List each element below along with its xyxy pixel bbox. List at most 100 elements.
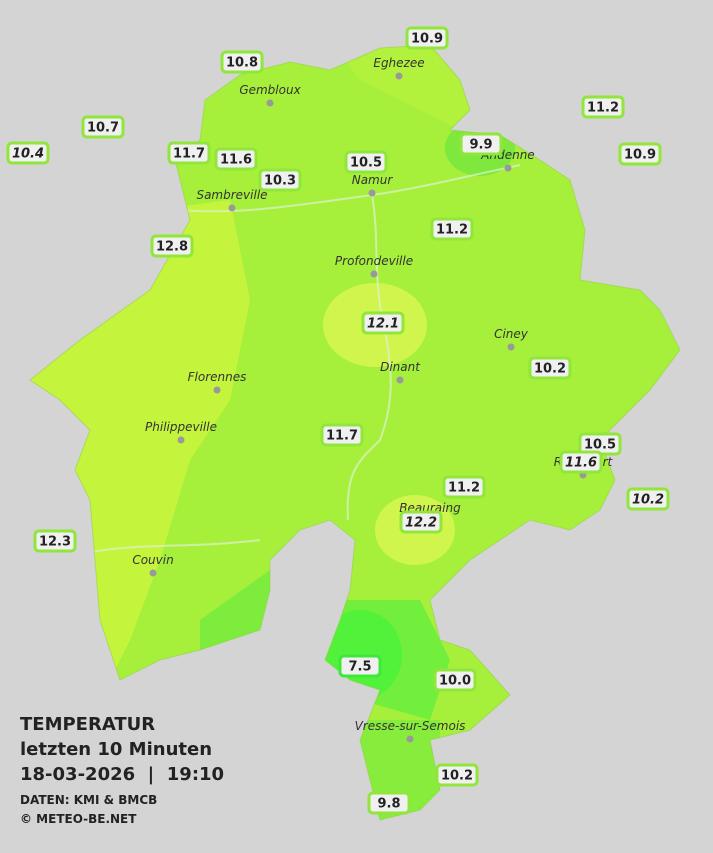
- station: 12.3: [33, 529, 77, 553]
- place-dot: [406, 735, 414, 743]
- station: 10.5: [578, 432, 622, 456]
- station: 11.2: [442, 475, 486, 499]
- station: 10.9: [405, 26, 449, 50]
- period: letzten 10 Minuten: [20, 739, 212, 760]
- place-name: Profondeville: [335, 254, 413, 268]
- station: 12.8: [150, 234, 194, 258]
- station: 10.2: [528, 356, 572, 380]
- station-box: [435, 763, 479, 787]
- station-box: [626, 487, 670, 511]
- station-box: [528, 356, 572, 380]
- station: 11.6: [214, 147, 258, 171]
- place-dot: [504, 164, 512, 172]
- station-box: [433, 668, 477, 692]
- place-dot: [395, 72, 403, 80]
- station-value: 10.2: [441, 769, 473, 784]
- station: 10.7: [81, 115, 125, 139]
- place-dot: [149, 569, 157, 577]
- legend-title: TEMPERATUR letzten 10 Minuten 18-03-2026…: [20, 714, 224, 826]
- station-value: 10.2: [534, 362, 566, 377]
- station-box: [220, 50, 264, 74]
- station: 10.3: [258, 168, 302, 192]
- place-name: Eghezee: [373, 56, 424, 70]
- station-box: [81, 115, 125, 139]
- place-name: Sambreville: [196, 188, 267, 202]
- station: 11.7: [320, 423, 364, 447]
- station: 12.2: [399, 510, 443, 534]
- place-name: Namur: [352, 173, 394, 187]
- station-box: [399, 510, 443, 534]
- station-value: 11.7: [173, 147, 205, 162]
- station-value: 12.2: [405, 516, 437, 531]
- station-box: [320, 423, 364, 447]
- station-box: [6, 141, 50, 165]
- station-box: [150, 234, 194, 258]
- station-box: [559, 450, 603, 474]
- station: 11.7: [167, 141, 211, 165]
- station: 11.2: [430, 217, 474, 241]
- station-box: [361, 311, 405, 335]
- station: 7.5: [338, 654, 382, 678]
- station-value: 10.2: [632, 493, 664, 508]
- station: 10.8: [220, 50, 264, 74]
- station-value: 9.8: [377, 797, 400, 812]
- station-value: 12.3: [39, 535, 71, 550]
- station-value: 10.7: [87, 121, 119, 136]
- place-dot: [396, 376, 404, 384]
- station-value: 11.2: [587, 101, 619, 116]
- station-box: [618, 142, 662, 166]
- station: 10.5: [344, 150, 388, 174]
- station-value: 11.2: [448, 481, 480, 496]
- place-dot: [177, 436, 185, 444]
- station-value: 10.9: [624, 148, 656, 163]
- station-box: [367, 791, 411, 815]
- station: 10.2: [435, 763, 479, 787]
- station-box: [430, 217, 474, 241]
- place-dot: [370, 270, 378, 278]
- station-box: [214, 147, 258, 171]
- station: 10.0: [433, 668, 477, 692]
- place-name: Couvin: [132, 553, 173, 567]
- stations: 10.8 10.9 10.7 10.4 11.7 11.6 10.3 10.5 9.9 11.2 1…: [6, 26, 670, 815]
- station-box: [581, 95, 625, 119]
- station: 11.2: [581, 95, 625, 119]
- copyright: © METEO-BE.NET: [20, 812, 137, 826]
- station-value: 11.6: [220, 153, 252, 168]
- station: 9.9: [459, 132, 503, 156]
- station-value: 10.5: [584, 438, 616, 453]
- place-name: Dinant: [380, 360, 421, 374]
- station-value: 12.1: [367, 317, 399, 332]
- place-name: Vresse-sur-Semois: [355, 719, 466, 733]
- place-dot: [368, 189, 376, 197]
- station-value: 9.9: [469, 138, 492, 153]
- station: 11.6: [559, 450, 603, 474]
- station: 10.2: [626, 487, 670, 511]
- place-name: Philippeville: [145, 420, 217, 434]
- heading: TEMPERATUR: [20, 714, 155, 735]
- station-value: 10.8: [226, 56, 258, 71]
- station-box: [258, 168, 302, 192]
- station-value: 10.3: [264, 174, 296, 189]
- station: 10.9: [618, 142, 662, 166]
- place-dot: [507, 343, 515, 351]
- station-value: 7.5: [348, 660, 371, 675]
- place-name: Florennes: [188, 370, 247, 384]
- station-box: [167, 141, 211, 165]
- station-value: 10.5: [350, 156, 382, 171]
- station: 12.1: [361, 311, 405, 335]
- place-dot: [266, 99, 274, 107]
- station-value: 11.6: [565, 456, 597, 471]
- place-dot: [228, 204, 236, 212]
- station-value: 11.7: [326, 429, 358, 444]
- station-value: 10.4: [12, 147, 44, 162]
- station: 10.4: [6, 141, 50, 165]
- place-name: Gembloux: [239, 83, 301, 97]
- station-value: 10.0: [439, 674, 471, 689]
- station-box: [338, 654, 382, 678]
- station-box: [344, 150, 388, 174]
- station-value: 11.2: [436, 223, 468, 238]
- station-value: 10.9: [411, 32, 443, 47]
- source: DATEN: KMI & BMCB: [20, 793, 157, 807]
